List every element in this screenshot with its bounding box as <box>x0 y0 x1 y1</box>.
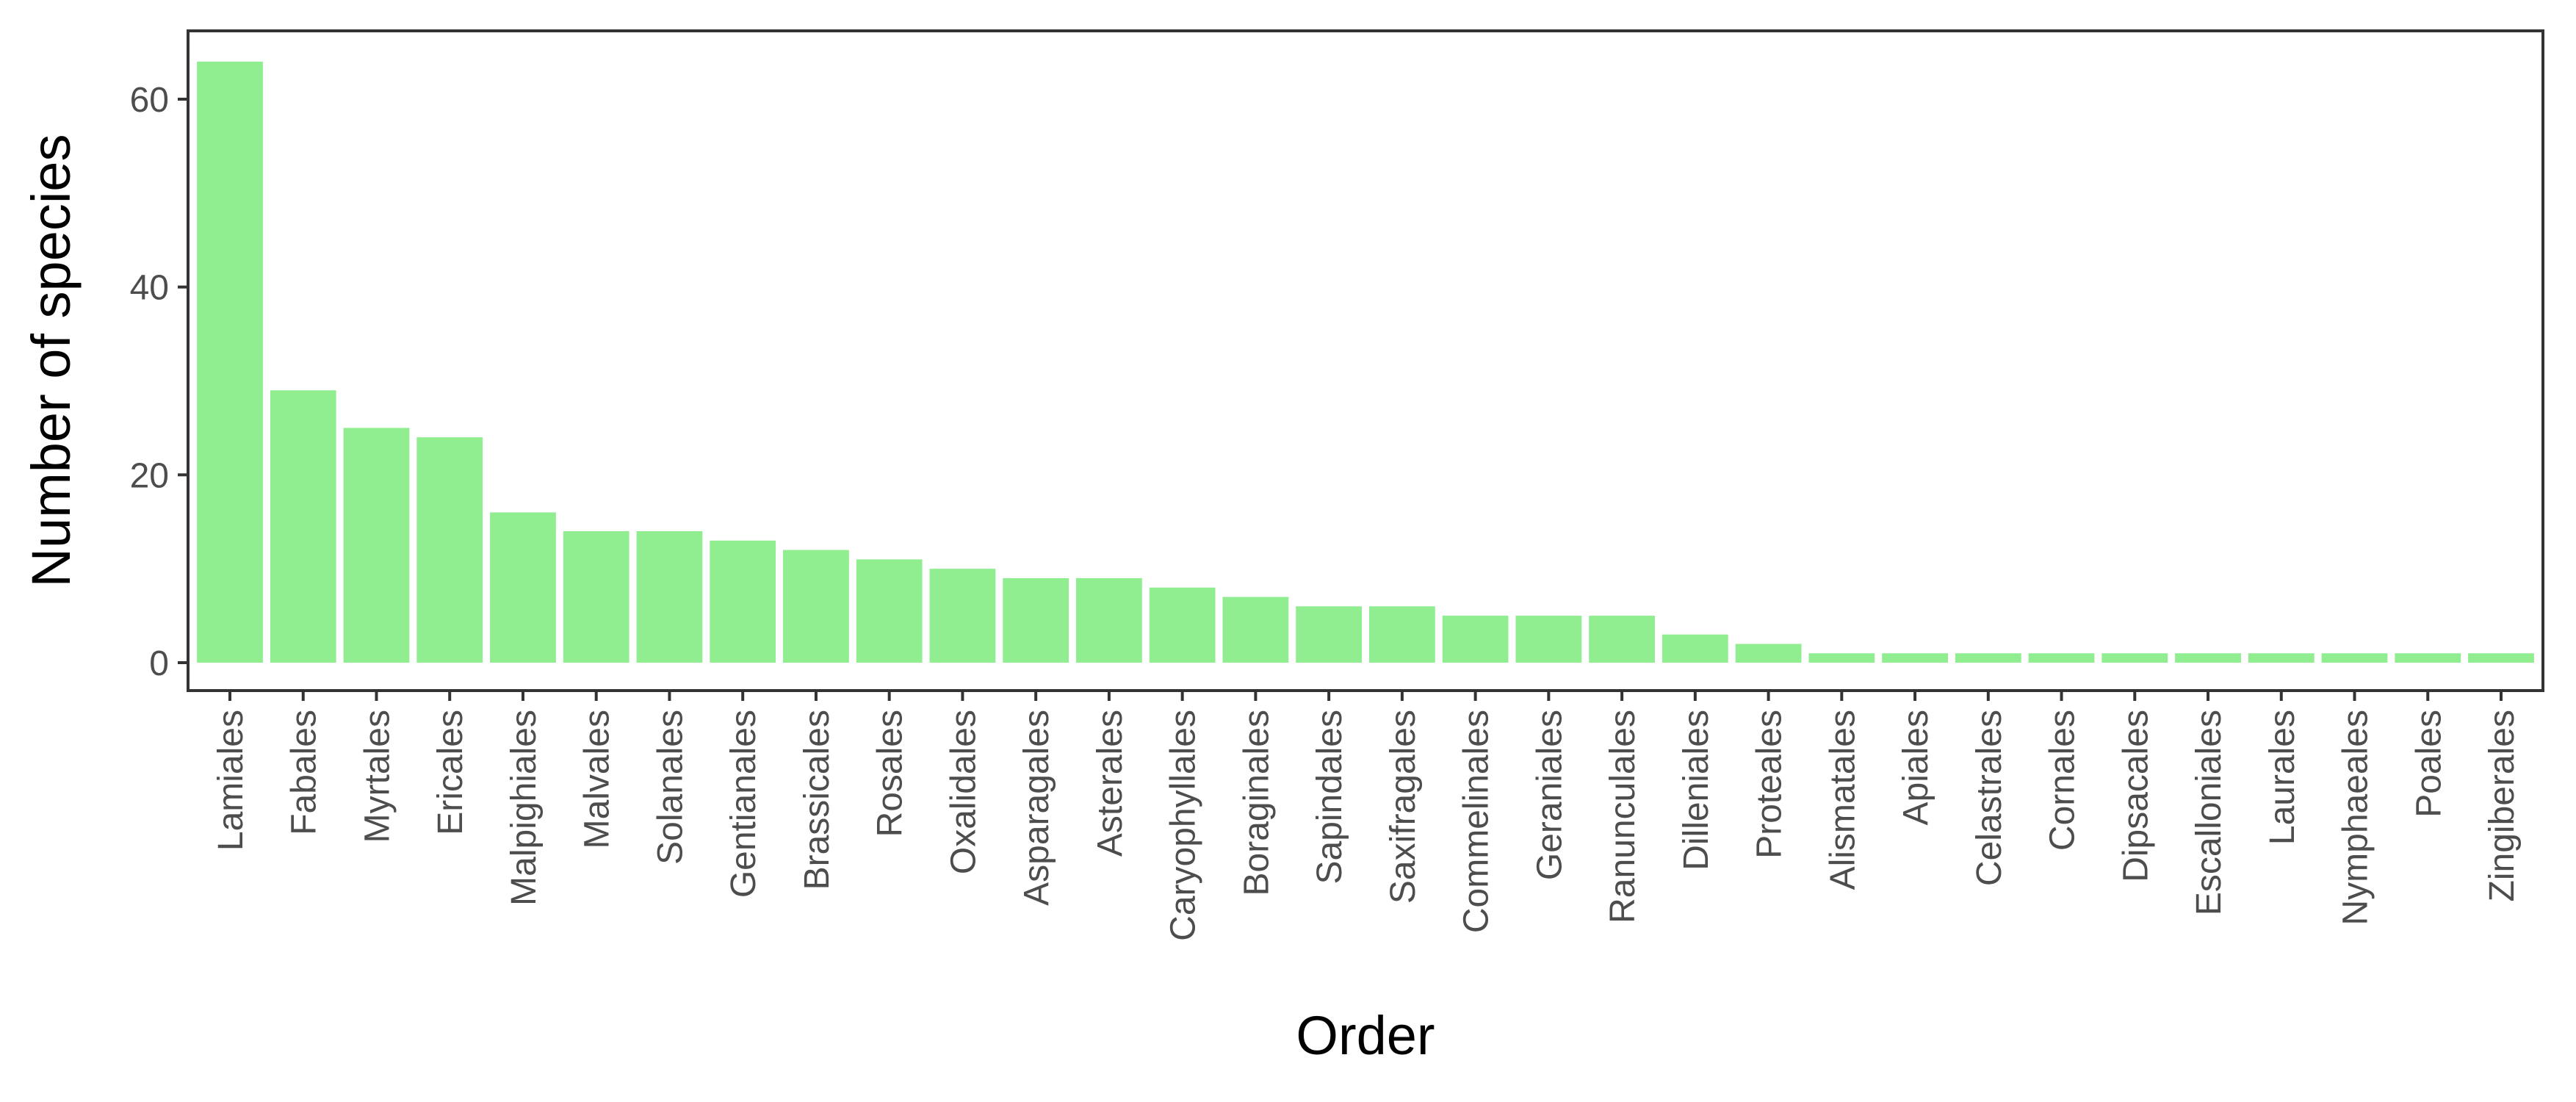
bar-caryophyllales <box>1149 587 1216 663</box>
x-tick-label-sapindales: Sapindales <box>1310 710 1349 885</box>
plot-border <box>187 29 2544 692</box>
bar-oxalidales <box>929 569 996 663</box>
bars-group <box>197 61 2534 663</box>
x-tick-label-ericales: Ericales <box>431 710 470 835</box>
x-tick-label-commelinales: Commelinales <box>1457 710 1496 933</box>
bar-malvales <box>563 531 629 663</box>
y-axis: 0 20 40 60 <box>130 81 188 683</box>
x-tick-label-alismatales: Alismatales <box>1823 710 1862 890</box>
x-tick-label-brassicales: Brassicales <box>798 710 837 890</box>
x-tick-label-dilleniales: Dilleniales <box>1677 710 1716 871</box>
y-tick-label: 20 <box>130 456 169 495</box>
bar-cornales <box>2028 653 2095 663</box>
y-tick-label: 60 <box>130 81 169 120</box>
x-tick-label-ranunculales: Ranunculales <box>1603 710 1642 923</box>
x-tick-label-boraginales: Boraginales <box>1237 710 1276 896</box>
x-tick-label-solanales: Solanales <box>651 710 690 865</box>
bar-laurales <box>2248 653 2315 663</box>
bar-boraginales <box>1222 597 1289 663</box>
bar-commelinales <box>1442 616 1509 663</box>
bar-brassicales <box>783 550 849 663</box>
y-axis-title: Number of species <box>21 134 82 588</box>
bar-saxifragales <box>1368 606 1435 663</box>
x-tick-label-nymphaeales: Nymphaeales <box>2337 710 2375 925</box>
x-tick-label-lamiales: Lamiales <box>212 710 250 851</box>
bar-ranunculales <box>1589 616 1655 663</box>
x-axis: Lamiales Fabales Myrtales Ericales Malpighia… <box>212 691 2522 941</box>
bar-zingiberales <box>2468 653 2534 663</box>
bar-geraniales <box>1515 616 1582 663</box>
bar-poales <box>2395 653 2461 663</box>
x-tick-label-malvales: Malvales <box>578 710 617 849</box>
bar-sapindales <box>1296 606 1363 663</box>
bar-apiales <box>1882 653 1948 663</box>
x-tick-label-dipsacales: Dipsacales <box>2116 710 2155 882</box>
x-tick-label-rosales: Rosales <box>871 710 910 837</box>
bar-ericales <box>416 437 483 663</box>
y-tick-label: 40 <box>130 269 169 308</box>
x-tick-label-asterales: Asterales <box>1091 710 1130 857</box>
bar-dipsacales <box>2101 653 2168 663</box>
y-tick-label: 0 <box>149 644 169 683</box>
x-tick-label-escalloniales: Escalloniales <box>2190 710 2229 915</box>
x-tick-label-oxalidales: Oxalidales <box>944 710 983 874</box>
bar-escalloniales <box>2175 653 2241 663</box>
x-tick-label-gentianales: Gentianales <box>724 710 763 898</box>
x-tick-label-asparagales: Asparagales <box>1017 710 1056 906</box>
bar-asterales <box>1076 577 1142 663</box>
bar-malpighiales <box>490 512 556 663</box>
bar-myrtales <box>343 428 410 663</box>
x-tick-label-geraniales: Geraniales <box>1530 710 1569 880</box>
bar-celastrales <box>1955 653 2021 663</box>
bar-nymphaeales <box>2321 653 2388 663</box>
bar-gentianales <box>710 540 776 663</box>
bar-rosales <box>856 559 923 663</box>
x-tick-label-malpighiales: Malpighiales <box>505 710 544 906</box>
x-axis-title: Order <box>1296 1005 1435 1066</box>
bar-alismatales <box>1808 653 1875 663</box>
bar-dilleniales <box>1662 634 1728 663</box>
x-tick-label-zingiberales: Zingiberales <box>2483 710 2522 901</box>
x-tick-label-laurales: Laurales <box>2263 710 2302 845</box>
bar-lamiales <box>197 61 263 663</box>
x-tick-label-celastrales: Celastrales <box>1970 710 2009 886</box>
x-tick-label-cornales: Cornales <box>2043 710 2082 851</box>
x-tick-label-apiales: Apiales <box>1897 710 1935 825</box>
x-tick-label-fabales: Fabales <box>285 710 324 835</box>
x-tick-label-poales: Poales <box>2409 710 2448 818</box>
bar-solanales <box>636 531 703 663</box>
x-tick-label-myrtales: Myrtales <box>358 710 397 843</box>
x-tick-label-caryophyllales: Caryophyllales <box>1164 710 1203 941</box>
bar-asparagales <box>1003 577 1069 663</box>
bar-proteales <box>1735 644 1802 663</box>
x-tick-label-saxifragales: Saxifragales <box>1384 710 1423 904</box>
bar-fabales <box>270 390 336 663</box>
x-tick-label-proteales: Proteales <box>1750 710 1789 859</box>
